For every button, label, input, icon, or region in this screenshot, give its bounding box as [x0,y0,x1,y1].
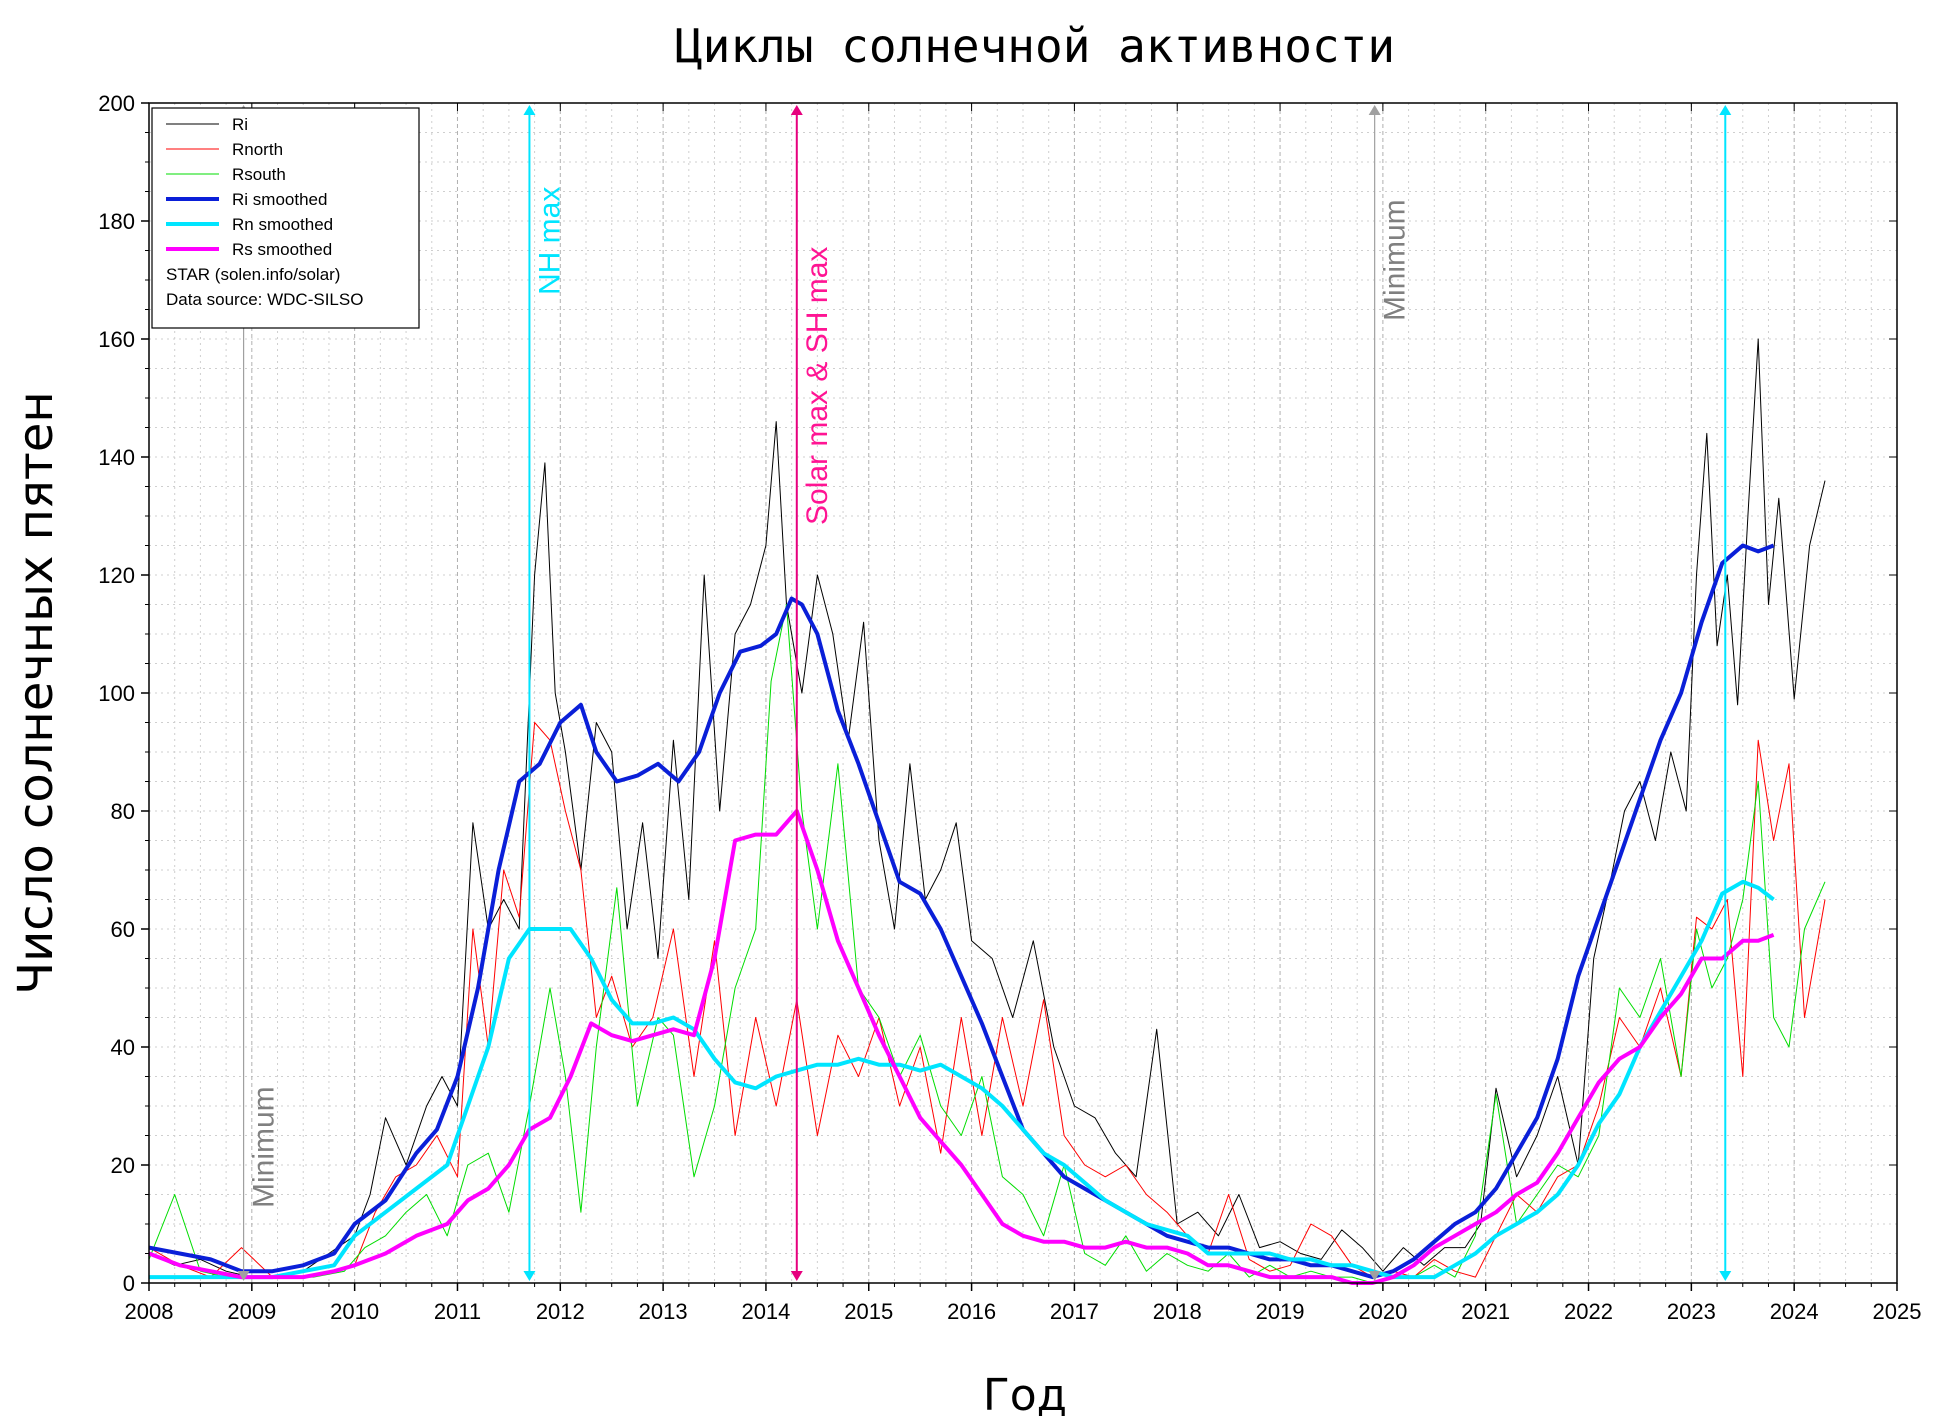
legend-note: Data source: WDC-SILSO [166,290,363,309]
marker-label: Minimum [1379,199,1412,321]
y-tick-label: 80 [111,799,135,824]
series-line-rs-smoothed [148,809,1775,1285]
x-tick-label: 2022 [1564,1299,1613,1324]
y-tick-label: 20 [111,1153,135,1178]
y-tick-label: 200 [98,91,135,116]
x-tick-label: 2008 [125,1299,174,1324]
x-tick-label: 2014 [741,1299,790,1324]
y-tick-label: 160 [98,327,135,352]
y-tick-label: 140 [98,445,135,470]
marker-arrow-bottom [1368,1271,1381,1281]
marker-arrow-bottom [523,1271,536,1281]
series-group [148,338,1826,1285]
marker-arrow-top [523,105,536,115]
chart-title: Циклы солнечной активности [675,19,1395,73]
series-line-rsouth [148,604,1826,1284]
legend-label: Rn smoothed [232,215,333,234]
x-tick-label: 2010 [330,1299,379,1324]
legend-label: Ri smoothed [232,190,327,209]
y-tick-label: 120 [98,563,135,588]
x-tick-label: 2009 [227,1299,276,1324]
x-tick-label: 2024 [1770,1299,1819,1324]
x-tick-label: 2013 [639,1299,688,1324]
marker-arrow-top [1368,105,1381,115]
y-tick-label: 0 [123,1271,135,1296]
marker-label: NH max [533,187,566,295]
marker-arrow-bottom [790,1271,803,1281]
y-tick-label: 40 [111,1035,135,1060]
legend-label: Rs smoothed [232,240,332,259]
legend-label: Rsouth [232,165,286,184]
series-line-ri-smoothed [148,543,1775,1280]
marker-arrow-top [1719,105,1732,115]
y-axis-label: Число солнечных пятен [8,391,64,995]
legend-label: Rnorth [232,140,283,159]
legend-box [151,107,420,329]
x-tick-label: 2020 [1358,1299,1407,1324]
legend-note: STAR (solen.info/solar) [166,265,340,284]
y-tick-label: 180 [98,209,135,234]
x-tick-label: 2023 [1667,1299,1716,1324]
x-tick-label: 2015 [844,1299,893,1324]
marker-arrow-bottom [1719,1271,1732,1281]
series-line-rn-smoothed [149,879,1775,1280]
marker-label: Solar max & SH max [801,247,834,525]
legend-label: Ri [232,115,248,134]
x-axis-label: Год [983,1370,1067,1421]
x-tick-label: 2017 [1050,1299,1099,1324]
marker-label: Minimum [248,1086,281,1208]
x-tick-label: 2021 [1461,1299,1510,1324]
x-tick-label: 2025 [1873,1299,1922,1324]
x-tick-label: 2018 [1153,1299,1202,1324]
x-tick-label: 2012 [536,1299,585,1324]
x-tick-label: 2011 [434,1299,481,1324]
x-tick-label: 2016 [947,1299,996,1324]
legend: Ri Rnorth Rsouth Ri smoothed Rn smoothed Rs s… [151,107,420,329]
series-line-ri [148,338,1826,1278]
y-tick-label: 60 [111,917,135,942]
marker-arrow-top [790,105,803,115]
axes: 0 20 40 60 80 100 120 140 160 180 200 2008 2009 2010 2… [98,91,1921,1324]
x-tick-label: 2019 [1256,1299,1305,1324]
marker-arrow-bottom [237,1271,250,1281]
y-tick-label: 100 [98,681,135,706]
